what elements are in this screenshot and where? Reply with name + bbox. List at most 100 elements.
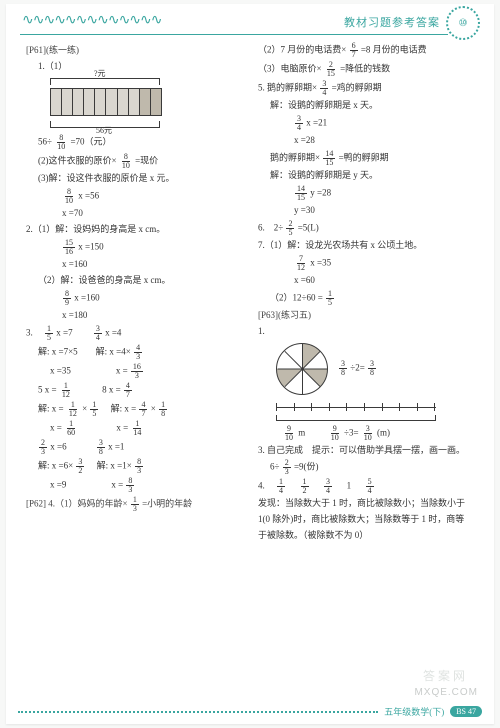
t: x =7	[56, 327, 90, 337]
fraction: 25	[286, 220, 294, 237]
fraction: 15	[326, 290, 334, 307]
fraction: 34	[320, 80, 328, 97]
r5: 6. 2÷ 25 =5(L)	[258, 220, 474, 237]
t: 解: x =6×	[38, 460, 73, 470]
fraction: 23	[39, 439, 47, 456]
section-p41: [P61](练一练)	[26, 44, 242, 58]
t: x =35	[310, 257, 331, 267]
t: 5. 鹅的孵卵期×	[258, 83, 317, 93]
fraction: 114	[131, 420, 143, 437]
fraction: 34	[324, 478, 332, 495]
watermark-cn: 答案网	[423, 667, 468, 684]
r9c: 于被除数。（被除数不为 0）	[258, 529, 474, 543]
t: ×	[151, 403, 156, 413]
eq: x =60	[258, 274, 474, 288]
eq: y =30	[258, 204, 474, 218]
footer: 五年级数学(下) BS 47	[18, 705, 482, 718]
r3s: 解：设鹅的孵卵期是 x 天。	[258, 99, 474, 113]
t: y =28	[310, 187, 331, 197]
fraction: 810	[55, 134, 67, 151]
eqline: 1516 x =150	[26, 239, 242, 256]
fraction: 13	[131, 496, 139, 513]
footer-text: 五年级数学(下)	[384, 705, 444, 718]
t	[335, 481, 344, 491]
r9a: 发现：当除数大于 1 时，商比被除数小；当除数小于	[258, 497, 474, 511]
t: =现价	[135, 155, 158, 165]
t: 4.（1）妈妈的年龄×	[48, 498, 127, 508]
bar-body	[50, 88, 162, 116]
r7: 3. 自己完成 提示：可以借助学具摆一摆，画一画。	[258, 444, 474, 458]
r8: 4. 14 12 34 1 54	[258, 478, 474, 495]
t: 3.	[26, 327, 42, 337]
fraction: 160	[65, 420, 77, 437]
pie-chart	[276, 343, 328, 395]
fraction: 112	[67, 401, 79, 418]
watermark-url: MXQE.COM	[414, 687, 478, 698]
t: 解: x =	[102, 403, 137, 413]
number-line	[276, 401, 436, 423]
t: ÷2=	[350, 363, 365, 373]
fraction: 23	[283, 459, 291, 476]
fraction: 215	[325, 61, 337, 78]
fraction: 310	[362, 425, 374, 442]
q1-3: (3)解：设这件衣服的原价是 x 元。	[26, 172, 242, 186]
t: x =9 x =	[50, 479, 123, 489]
header-title: 教材习题参考答案	[344, 14, 440, 30]
t: ÷3=	[344, 427, 359, 437]
diagram-bottom-label: 56元	[96, 125, 112, 137]
fraction: 47	[139, 401, 147, 418]
t: 8 x =	[75, 384, 121, 394]
t: =鸡的孵卵期	[332, 83, 382, 93]
fraction: 1415	[323, 150, 335, 167]
eq: 34 x =21	[258, 115, 474, 132]
t: x =21	[306, 118, 327, 128]
fraction: 83	[126, 477, 134, 494]
q1-2: (2)这件衣服的原价× 810 =现价	[26, 153, 242, 170]
t	[288, 481, 297, 491]
fraction: 810	[63, 188, 75, 205]
fraction: 67	[350, 42, 358, 59]
t: x =160	[74, 292, 99, 302]
t: x =	[80, 422, 128, 432]
page-sheet: ∿∿∿∿∿∿∿∿∿∿∿∿∿ 教材习题参考答案 ⑩ [P61](练一练) 1.（1…	[6, 4, 494, 724]
eqline: 810 x =56	[26, 188, 242, 205]
r7a: 6÷ 23 =9(份)	[258, 459, 474, 476]
t	[312, 481, 321, 491]
q2-1: 2.（1）解：设妈妈的身高是 x cm。	[26, 223, 242, 237]
q3s1b: x =35 x = 163	[26, 363, 242, 380]
q2-2: （2）解：设爸爸的身高是 x cm。	[26, 274, 242, 288]
q1-calc: 56÷ 810 =70（元）	[26, 134, 242, 151]
eqline: x =180	[26, 309, 242, 323]
t: (m)	[377, 427, 390, 437]
q3r2s: 解: x = 112 × 15 解: x = 47 × 18	[26, 401, 242, 418]
fraction: 38	[97, 439, 105, 456]
t: x =4	[105, 327, 121, 337]
t: x =6	[50, 441, 93, 451]
fraction: 910	[329, 425, 341, 442]
t: 鹅的孵卵期×	[270, 152, 320, 162]
header-rule	[20, 34, 448, 35]
t: x =1	[108, 441, 124, 451]
fraction: 810	[120, 153, 132, 170]
header-squiggle: ∿∿∿∿∿∿∿∿∿∿∿∿∿	[22, 12, 162, 30]
t: [P62]	[26, 498, 46, 508]
fraction: 910	[283, 425, 295, 442]
t: =5(L)	[298, 222, 319, 232]
t: 4.	[258, 481, 274, 491]
t: x =35 x =	[50, 365, 128, 375]
r1: （2）7 月份的电话费× 67 =8 月份的电话费	[258, 42, 474, 59]
t: =70（元）	[70, 136, 111, 146]
t: 6÷	[270, 462, 279, 472]
t: 5 x =	[38, 384, 57, 394]
section-p42: [P62] 4.（1）妈妈的年龄× 13 =小明的年龄	[26, 496, 242, 513]
fraction: 15	[90, 401, 98, 418]
eq: 712 x =35	[258, 255, 474, 272]
t: x =150	[78, 241, 103, 251]
fraction: 54	[366, 478, 374, 495]
fraction: 43	[134, 344, 142, 361]
r9b: 1(0 除外)时，商比被除数大；当除数等于 1 时，商等	[258, 513, 474, 527]
eqline: 89 x =160	[26, 290, 242, 307]
bar-diagram: ?元 56元	[50, 78, 160, 132]
t: x =56	[78, 190, 99, 200]
fraction: 38	[368, 360, 376, 377]
